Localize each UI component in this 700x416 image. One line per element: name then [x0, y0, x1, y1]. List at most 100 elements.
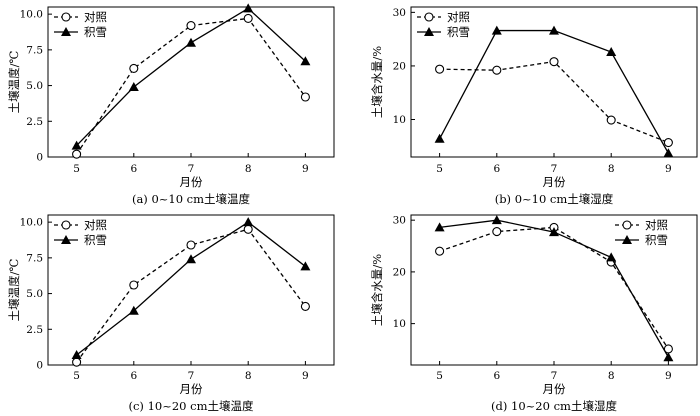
legend-label: 积雪	[84, 233, 107, 247]
x-tick-label: 8	[245, 370, 252, 382]
legend-label: 对照	[84, 218, 107, 232]
x-tick-label: 8	[245, 163, 252, 175]
x-tick-label: 7	[551, 163, 558, 175]
series-line	[439, 226, 669, 350]
x-tick-label: 6	[493, 163, 500, 175]
y-axis-title: 土壤含水量/%	[370, 254, 384, 326]
x-tick-label: 7	[188, 370, 195, 382]
legend-marker-circle	[424, 12, 434, 22]
x-tick-label: 9	[665, 370, 672, 382]
data-point-triangle	[434, 133, 445, 143]
data-point-circle	[243, 13, 253, 23]
data-point-triangle	[128, 305, 139, 315]
data-point-triangle	[434, 222, 445, 232]
legend-label: 对照	[84, 10, 107, 24]
series-line	[76, 228, 306, 363]
legend-label: 对照	[645, 218, 668, 232]
x-tick-label: 6	[130, 163, 137, 175]
legend-marker-triangle	[622, 235, 632, 244]
x-tick-label: 6	[130, 370, 137, 382]
data-point-circle	[300, 92, 310, 102]
legend-label: 对照	[447, 10, 470, 24]
data-point-circle	[129, 280, 139, 290]
y-tick-label: 7.5	[26, 252, 43, 264]
data-point-triangle	[243, 217, 254, 227]
y-tick-label: 20	[393, 266, 406, 278]
chart-panel: 5 6 7 8 9 0 2.5 5.0 7.5 10.0 月份 土壤温度/℃ (a) 0~10 cm土壤…	[7, 3, 335, 206]
x-axis-title: 月份	[543, 382, 566, 396]
legend-label: 积雪	[84, 25, 107, 39]
data-point-circle	[186, 240, 196, 250]
legend-marker-triangle	[61, 235, 71, 244]
x-axis-title: 月份	[543, 175, 566, 189]
y-tick-label: 5.0	[26, 288, 43, 300]
x-tick-label: 5	[436, 370, 443, 382]
legend-marker-triangle	[61, 27, 71, 36]
x-tick-label: 6	[493, 370, 500, 382]
data-point-circle	[72, 149, 82, 159]
data-point-circle	[435, 64, 445, 74]
data-point-triangle	[549, 25, 559, 35]
x-tick-label: 5	[436, 163, 443, 175]
data-point-triangle	[491, 215, 502, 225]
data-point-triangle	[606, 47, 617, 56]
data-point-circle	[549, 57, 559, 67]
data-point-triangle	[491, 25, 502, 35]
y-tick-label: 7.5	[26, 44, 43, 56]
data-point-triangle	[300, 56, 311, 66]
data-point-triangle	[186, 254, 196, 264]
x-axis-title: 月份	[180, 382, 203, 396]
data-point-triangle	[71, 140, 82, 150]
y-tick-label: 30	[393, 215, 406, 227]
y-axis-title: 土壤温度/℃	[7, 259, 21, 322]
data-point-circle	[300, 301, 310, 311]
series-line	[439, 29, 669, 154]
data-point-triangle	[606, 252, 617, 262]
legend-marker-triangle	[424, 27, 434, 36]
legend-marker-circle	[61, 12, 71, 22]
y-tick-label: 20	[393, 60, 406, 72]
legend-label: 积雪	[447, 25, 470, 39]
data-point-triangle	[71, 350, 82, 359]
y-axis-title: 土壤含水量/%	[370, 46, 384, 118]
data-point-triangle	[663, 148, 674, 158]
y-tick-label: 5.0	[26, 80, 43, 92]
panel-caption: (c) 10~20 cm土壤温度	[129, 399, 254, 413]
data-point-triangle	[128, 82, 139, 91]
data-point-triangle	[186, 37, 196, 47]
data-point-circle	[129, 63, 139, 73]
data-point-circle	[492, 65, 502, 75]
y-tick-label: 30	[393, 7, 406, 19]
panel-caption: (d) 10~20 cm土壤湿度	[491, 399, 617, 413]
data-point-triangle	[549, 227, 559, 237]
x-tick-label: 9	[665, 163, 672, 175]
y-tick-label: 2.5	[26, 324, 43, 336]
y-tick-label: 10.0	[20, 9, 43, 21]
x-tick-label: 8	[608, 370, 615, 382]
data-point-circle	[435, 246, 445, 256]
data-point-triangle	[243, 3, 254, 13]
legend-label: 积雪	[645, 233, 668, 247]
data-point-triangle	[300, 261, 311, 271]
y-tick-label: 10.0	[20, 217, 43, 229]
x-tick-label: 5	[73, 370, 80, 382]
x-tick-label: 9	[302, 370, 309, 382]
y-axis-title: 土壤温度/℃	[7, 51, 21, 114]
y-tick-label: 0	[36, 152, 43, 164]
panel-caption: (b) 0~10 cm土壤湿度	[495, 192, 614, 206]
x-tick-label: 8	[608, 163, 615, 175]
legend-marker-circle	[61, 220, 71, 230]
data-point-circle	[243, 224, 253, 234]
x-tick-label: 7	[188, 163, 195, 175]
x-tick-label: 5	[73, 163, 80, 175]
x-axis-title: 月份	[180, 175, 203, 189]
panel-caption: (a) 0~10 cm土壤温度	[132, 192, 251, 206]
x-tick-label: 7	[551, 370, 558, 382]
y-tick-label: 10	[393, 318, 406, 330]
y-tick-label: 0	[36, 360, 43, 372]
data-point-circle	[186, 21, 196, 31]
y-tick-label: 2.5	[26, 116, 43, 128]
